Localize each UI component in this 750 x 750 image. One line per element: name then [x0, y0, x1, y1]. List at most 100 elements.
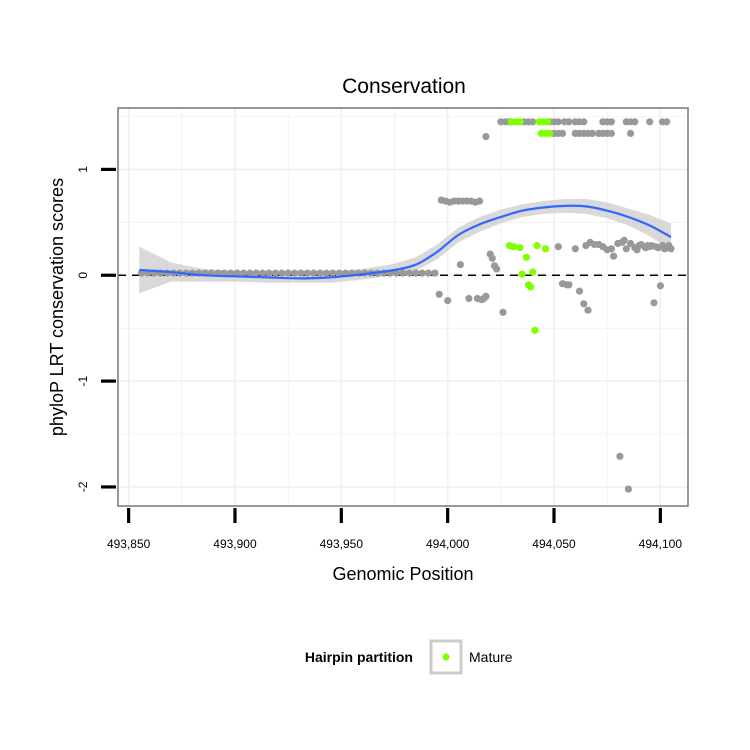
- x-axis: 493,850 493,900 493,950 494,000 494,050 494,1…: [107, 508, 682, 551]
- data-point: [482, 292, 490, 300]
- data-point: [627, 129, 635, 137]
- data-point: [310, 269, 318, 277]
- data-point: [580, 118, 588, 126]
- x-tick-label: 494,100: [639, 537, 683, 551]
- data-point: [558, 129, 567, 137]
- data-point: [290, 269, 299, 277]
- data-point: [476, 197, 484, 205]
- chart-title: Conservation: [342, 75, 466, 98]
- data-point-mature: [516, 118, 524, 126]
- data-point: [297, 269, 305, 277]
- legend-title: Hairpin partition: [305, 649, 413, 665]
- data-point: [580, 300, 588, 308]
- data-point: [607, 245, 616, 253]
- data-point: [488, 254, 496, 262]
- x-tick-label: 493,950: [320, 537, 364, 551]
- data-point: [616, 452, 624, 460]
- data-point: [456, 261, 464, 269]
- data-point: [554, 243, 562, 251]
- data-point-mature: [541, 245, 550, 253]
- data-point: [588, 129, 596, 137]
- data-point: [663, 118, 671, 126]
- data-point: [620, 236, 628, 244]
- data-point: [239, 269, 248, 277]
- data-point: [499, 308, 507, 316]
- data-point: [424, 269, 433, 277]
- legend-label-mature: Mature: [469, 649, 513, 665]
- data-point: [607, 129, 616, 137]
- data-points: [137, 118, 675, 493]
- data-point: [259, 269, 267, 277]
- data-point-mature: [546, 129, 554, 137]
- data-point: [631, 118, 639, 126]
- data-point: [482, 133, 490, 141]
- data-point: [575, 287, 584, 295]
- x-tick-label: 493,850: [107, 537, 151, 551]
- data-point: [246, 269, 254, 277]
- data-point: [624, 485, 633, 493]
- y-axis: -2 -1 0 1: [76, 166, 116, 492]
- legend: Hairpin partition Mature: [305, 639, 513, 675]
- data-point: [233, 269, 241, 277]
- data-point: [565, 281, 573, 289]
- y-tick-label: -2: [76, 481, 90, 492]
- y-tick-label: -1: [76, 375, 90, 386]
- data-point-mature: [522, 253, 531, 261]
- data-point: [265, 269, 273, 277]
- data-point: [329, 269, 337, 277]
- smooth-line: [139, 204, 672, 280]
- y-tick-label: 1: [76, 166, 90, 173]
- data-point: [393, 269, 401, 277]
- data-point: [303, 269, 311, 277]
- data-point: [322, 269, 330, 277]
- data-point: [444, 297, 452, 305]
- data-point: [650, 299, 658, 307]
- data-point: [493, 265, 501, 273]
- y-axis-title: phyloP LRT conservation scores: [47, 178, 67, 436]
- data-point: [252, 269, 260, 277]
- data-point: [405, 269, 413, 277]
- data-point: [431, 269, 439, 277]
- data-point: [529, 118, 537, 126]
- x-tick-label: 494,050: [532, 537, 576, 551]
- data-point: [565, 118, 573, 126]
- data-point: [227, 269, 235, 277]
- data-point: [622, 245, 630, 253]
- data-point: [656, 282, 665, 290]
- data-point: [646, 118, 654, 126]
- data-point-mature: [544, 118, 552, 126]
- data-point: [554, 118, 562, 126]
- data-point-mature: [531, 326, 539, 334]
- y-tick-label: 0: [76, 272, 90, 279]
- x-tick-label: 494,000: [426, 537, 470, 551]
- data-point: [412, 269, 420, 277]
- data-point: [220, 269, 228, 277]
- data-point: [399, 269, 407, 277]
- data-point-mature: [516, 244, 524, 252]
- data-point: [607, 118, 616, 126]
- data-point: [271, 269, 279, 277]
- data-point: [610, 252, 618, 260]
- x-tick-label: 493,900: [213, 537, 257, 551]
- data-point-mature: [509, 243, 518, 251]
- x-axis-title: Genomic Position: [332, 564, 473, 584]
- data-point: [316, 269, 324, 277]
- data-point: [465, 294, 473, 303]
- data-point: [278, 269, 286, 277]
- confidence-band: [139, 199, 672, 294]
- data-point: [284, 269, 292, 277]
- panel-border: [117, 107, 689, 507]
- data-point: [584, 306, 592, 314]
- data-point: [571, 245, 579, 253]
- plot-panel: [117, 107, 689, 507]
- data-point-mature: [527, 283, 535, 291]
- data-point: [418, 269, 426, 277]
- legend-marker-mature: [442, 653, 450, 661]
- panel-background: [118, 108, 688, 506]
- data-point: [435, 290, 443, 298]
- data-point: [335, 269, 343, 277]
- data-point: [667, 245, 675, 253]
- data-point-mature: [533, 242, 541, 250]
- data-point-mature: [529, 268, 537, 276]
